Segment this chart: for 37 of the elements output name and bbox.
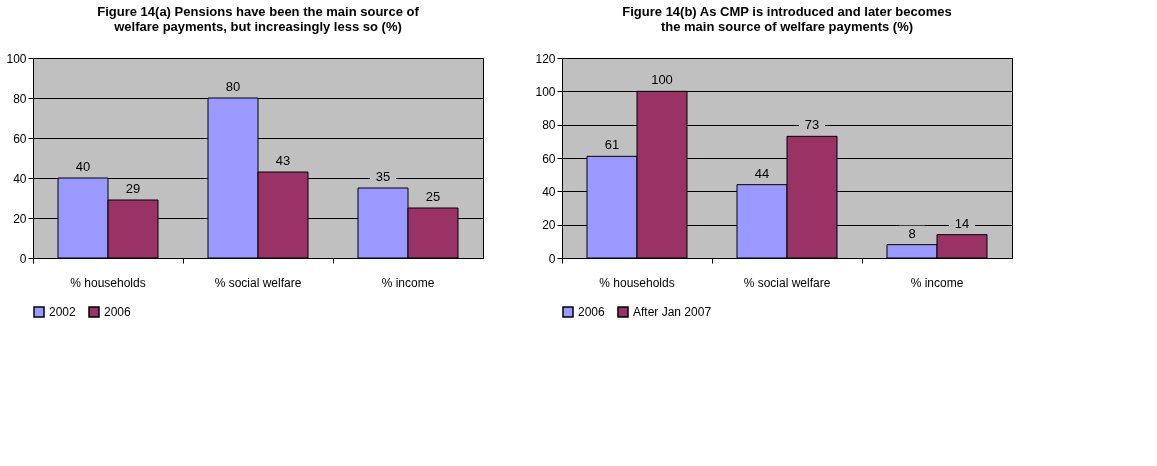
y-tick-label: 80 [542,118,556,133]
x-tick-label: % social welfare [214,275,302,290]
chart-title: Figure 14(b) As CMP is introduced and later becomes the main source of welfare payments (%) [622,4,952,34]
data-label: 29 [125,181,141,196]
legend-label: 2006 [578,305,606,319]
data-label: 73 [804,117,820,133]
y-tick-label: 60 [542,151,556,166]
data-label: 100 [651,72,673,88]
y-tick-label: 40 [542,184,556,199]
data-label: 14 [954,215,970,231]
data-label: 80 [225,79,241,94]
x-tick-label: % social welfare [743,275,831,290]
x-tick-label: % households [70,275,146,290]
legend-label: 2002 [49,305,77,319]
data-label: 8 [908,225,916,241]
x-tick-label: % income [381,275,435,290]
y-tick-label: 40 [13,171,27,186]
x-tick-label: % households [599,275,675,290]
y-tick-label: 0 [548,251,556,266]
data-label: 25 [425,189,441,204]
y-tick-label: 100 [535,84,556,99]
x-tick-label: % income [910,275,964,290]
y-tick-label: 20 [13,211,27,226]
data-label: 40 [75,159,91,174]
y-tick-label: 0 [19,251,27,266]
y-tick-label: 20 [542,218,556,233]
legend-label: 2006 [104,305,132,319]
data-label: 43 [275,153,291,168]
y-tick-label: 60 [13,131,27,146]
chart-title: Figure 14(a) Pensions have been the main source of welfare payments, but increasingly less so (%) [97,4,420,34]
legend-label: After Jan 2007 [633,305,712,319]
data-label: 35 [375,169,391,184]
y-tick-label: 100 [6,51,27,66]
data-label: 61 [604,137,620,153]
y-tick-label: 80 [13,91,27,106]
y-tick-label: 120 [535,51,556,66]
data-label: 44 [754,165,770,181]
